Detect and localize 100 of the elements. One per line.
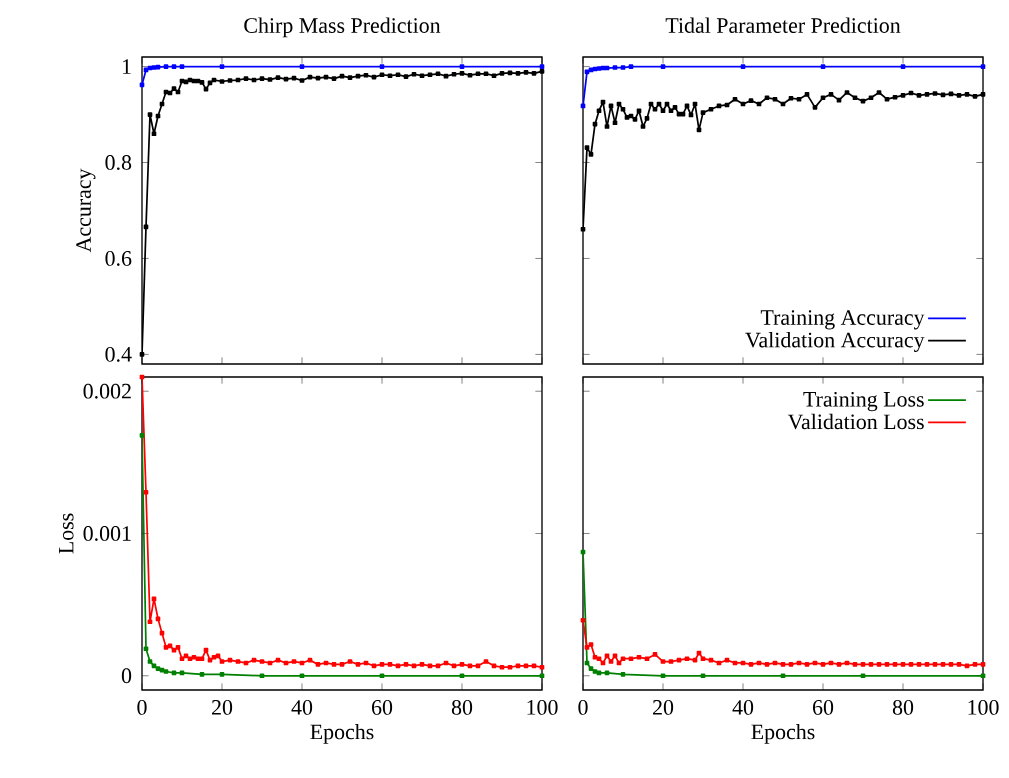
point <box>491 73 497 79</box>
point <box>163 64 169 69</box>
point <box>764 662 770 667</box>
point <box>171 86 177 91</box>
x-tick-label: 60 <box>812 700 834 715</box>
point <box>151 131 157 137</box>
point <box>451 71 457 77</box>
point <box>748 662 754 667</box>
y-tick-label: 0.6 <box>105 251 132 266</box>
point <box>275 75 281 80</box>
y-axis-title: Accuracy <box>76 168 96 253</box>
y-tick-label: 0 <box>121 668 132 684</box>
point <box>860 673 866 679</box>
point <box>636 654 642 660</box>
point <box>507 70 513 76</box>
point <box>608 659 614 664</box>
point <box>355 73 361 79</box>
x-tick-label: 0 <box>137 700 147 715</box>
point <box>483 71 489 77</box>
point <box>299 78 305 83</box>
point <box>179 64 185 69</box>
point <box>539 69 545 74</box>
point <box>531 70 537 76</box>
point <box>155 666 161 671</box>
point <box>331 76 337 81</box>
x-tick-label: 40 <box>732 700 754 715</box>
y-tick-label: 0.001 <box>83 526 131 541</box>
point <box>932 662 938 667</box>
point <box>860 662 866 667</box>
point <box>299 673 305 679</box>
point <box>139 82 145 88</box>
point <box>972 662 978 667</box>
point <box>592 669 598 674</box>
chart-title: Tidal Parameter Prediction <box>665 17 901 33</box>
x-tick-label: 100 <box>527 700 558 715</box>
point <box>411 71 417 77</box>
point <box>379 673 385 679</box>
point <box>740 64 746 69</box>
point <box>435 71 441 77</box>
point <box>259 76 265 81</box>
point <box>219 79 225 84</box>
point <box>243 76 249 81</box>
point <box>588 666 594 671</box>
point <box>363 72 369 78</box>
x-tick-label: 100 <box>968 700 999 715</box>
legend-label: Validation Accuracy <box>745 332 925 352</box>
point <box>419 73 425 79</box>
y-tick-label: 1 <box>122 59 131 74</box>
point <box>219 64 225 69</box>
legend-label: Validation Loss <box>787 413 924 430</box>
point <box>668 659 674 664</box>
point <box>467 72 473 78</box>
point <box>820 64 826 69</box>
x-tick-label: 20 <box>212 700 233 715</box>
point <box>523 70 529 75</box>
point <box>892 662 898 667</box>
y-tick-label: 0.002 <box>83 383 131 399</box>
point <box>868 662 874 667</box>
point <box>780 662 786 667</box>
point <box>259 673 265 679</box>
point <box>620 672 626 677</box>
point <box>584 644 590 650</box>
point <box>443 73 449 79</box>
point <box>395 72 401 78</box>
point <box>780 673 786 679</box>
point <box>596 66 602 71</box>
x-tick-label: 60 <box>371 700 393 715</box>
point <box>379 64 385 69</box>
point <box>916 662 922 667</box>
point <box>700 656 706 662</box>
point <box>143 646 149 652</box>
point <box>499 70 505 76</box>
point <box>219 672 225 677</box>
point <box>956 662 962 667</box>
point <box>700 673 706 679</box>
x-axis-title: Epochs <box>310 723 374 744</box>
point <box>387 73 393 79</box>
point <box>139 352 145 357</box>
point <box>852 662 858 667</box>
point <box>900 662 906 667</box>
point <box>163 669 169 674</box>
point <box>592 654 598 660</box>
point <box>948 662 954 667</box>
point <box>147 112 153 117</box>
point <box>788 662 794 667</box>
point <box>940 662 946 667</box>
point <box>151 663 157 669</box>
point <box>660 673 666 679</box>
point <box>660 659 666 664</box>
y-axis-title: Loss <box>58 513 74 554</box>
point <box>980 673 986 679</box>
point <box>379 72 385 78</box>
point <box>199 80 205 85</box>
point <box>459 673 465 679</box>
point <box>836 662 842 667</box>
point <box>143 224 149 230</box>
point <box>475 71 481 77</box>
point <box>980 64 986 69</box>
point <box>804 662 810 667</box>
legend-label: Training Accuracy <box>760 310 925 330</box>
